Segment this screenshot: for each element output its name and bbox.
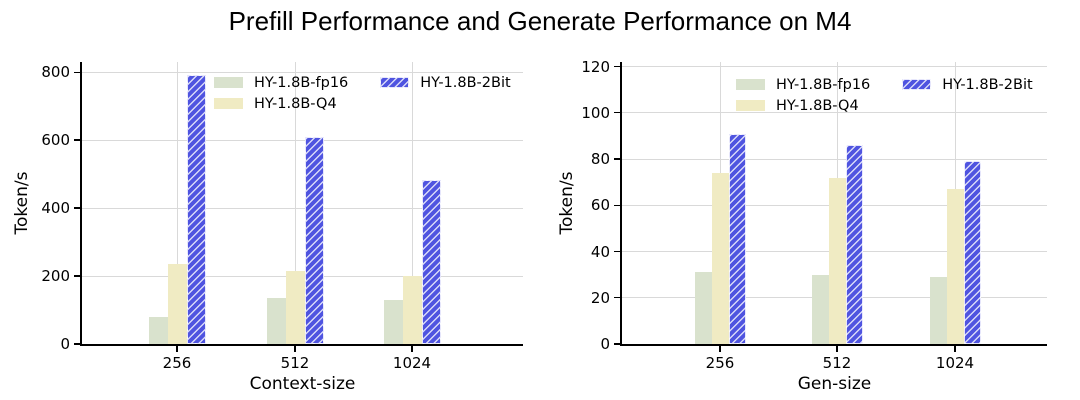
x-tick-label: 256 [705,354,735,372]
bar-fp16-1024 [383,299,403,344]
x-tick-mark [294,346,296,352]
x-axis-label: Gen-size [797,374,872,394]
x-tick-label: 512 [822,354,852,372]
legend-column-1: HY-1.8B-fp16 HY-1.8B-Q4 [214,72,348,114]
legend-item-fp16: HY-1.8B-fp16 [214,72,348,93]
gridline-vertical [411,62,413,344]
legend-column-2: HY-1.8B-2Bit [902,74,1033,116]
gridline-horizontal [82,207,523,209]
x-tick-mark [836,346,838,352]
legend-swatch-q4 [214,98,243,109]
legend-item-2bit: HY-1.8B-2Bit [380,72,511,93]
legend-swatch-2bit [380,77,410,88]
x-axis-spine [620,344,1047,346]
legend-label-2bit: HY-1.8B-2Bit [942,76,1033,93]
y-tick-mark [614,250,621,253]
bar-q4-256 [711,172,729,344]
bar-2bit-512 [304,136,324,344]
bar-2bit-1024 [421,179,441,344]
legend-label-2bit: HY-1.8B-2Bit [420,74,511,91]
legend-swatch-2bit [902,79,932,90]
y-tick-mark [614,65,621,68]
bar-2bit-512 [845,145,863,344]
gridline-horizontal [82,139,523,141]
bar-2bit-256 [186,74,206,344]
legend: HY-1.8B-fp16 HY-1.8B-Q4 HY-1.8B-2Bit [736,74,1033,116]
y-tick-label: 200 [41,267,70,286]
bar-fp16-256 [694,272,712,344]
bar-q4-256 [167,264,187,344]
bar-fp16-1024 [929,276,947,344]
y-tick-mark [614,112,621,114]
bar-fp16-512 [266,298,286,344]
x-tick-label: 512 [280,354,310,372]
legend-label-q4: HY-1.8B-Q4 [254,95,337,112]
bar-fp16-512 [811,274,829,344]
legend-label-fp16: HY-1.8B-fp16 [254,74,349,91]
y-tick-mark [74,139,81,141]
gridline-horizontal [622,158,1047,160]
legend-item-2bit: HY-1.8B-2Bit [902,74,1033,95]
legend-item-fp16: HY-1.8B-fp16 [736,74,870,95]
y-tick-mark [74,343,81,345]
legend-column-1: HY-1.8B-fp16 HY-1.8B-Q4 [736,74,870,116]
y-tick-label: 80 [590,150,610,169]
gridline-horizontal [622,66,1047,68]
y-axis-label: Token/s [557,171,577,235]
gridline-horizontal [622,112,1047,114]
x-axis-spine [80,344,523,346]
bar-q4-512 [828,177,846,344]
legend-swatch-fp16 [736,79,765,90]
x-tick-label: 256 [162,354,192,372]
y-axis-spine [80,62,82,346]
y-tick-label: 120 [581,57,610,76]
bar-q4-1024 [946,189,964,344]
legend-label-fp16: HY-1.8B-fp16 [776,76,871,93]
x-tick-mark [954,346,956,352]
x-axis-label: Context-size [249,374,356,394]
bar-q4-1024 [402,276,422,344]
y-tick-label: 20 [590,288,610,307]
legend-label-q4: HY-1.8B-Q4 [776,97,859,114]
y-tick-label: 600 [41,131,70,150]
y-tick-mark [614,158,621,160]
x-tick-mark [176,346,178,352]
gridline-horizontal [82,71,523,73]
legend: HY-1.8B-fp16 HY-1.8B-Q4 HY-1.8B-2Bit [214,72,511,114]
bar-2bit-256 [728,133,746,344]
bar-q4-512 [285,270,305,344]
legend-swatch-q4 [736,100,765,111]
x-tick-label: 1024 [935,354,975,372]
y-tick-label: 40 [590,242,610,261]
x-tick-mark [719,346,721,352]
y-tick-mark [614,343,621,345]
x-tick-mark [411,346,413,352]
y-tick-mark [74,207,81,209]
legend-column-2: HY-1.8B-2Bit [380,72,511,114]
x-tick-label: 1024 [392,354,432,372]
y-tick-label: 100 [581,103,610,122]
y-tick-label: 60 [590,196,610,215]
y-tick-label: 0 [600,335,610,353]
y-tick-label: 0 [60,335,70,353]
legend-item-q4: HY-1.8B-Q4 [736,95,870,116]
y-axis-spine [620,62,622,346]
gridline-vertical [176,62,178,344]
legend-swatch-fp16 [214,77,243,88]
y-tick-mark [614,297,621,299]
figure-title: Prefill Performance and Generate Perform… [228,6,852,36]
y-tick-label: 400 [41,199,70,218]
y-tick-mark [74,71,81,73]
y-tick-mark [74,275,81,277]
y-tick-mark [614,204,621,206]
y-tick-label: 800 [41,63,70,82]
gridline-vertical [294,62,296,344]
bar-fp16-256 [148,316,168,344]
bar-2bit-1024 [963,161,981,344]
legend-item-q4: HY-1.8B-Q4 [214,93,348,114]
